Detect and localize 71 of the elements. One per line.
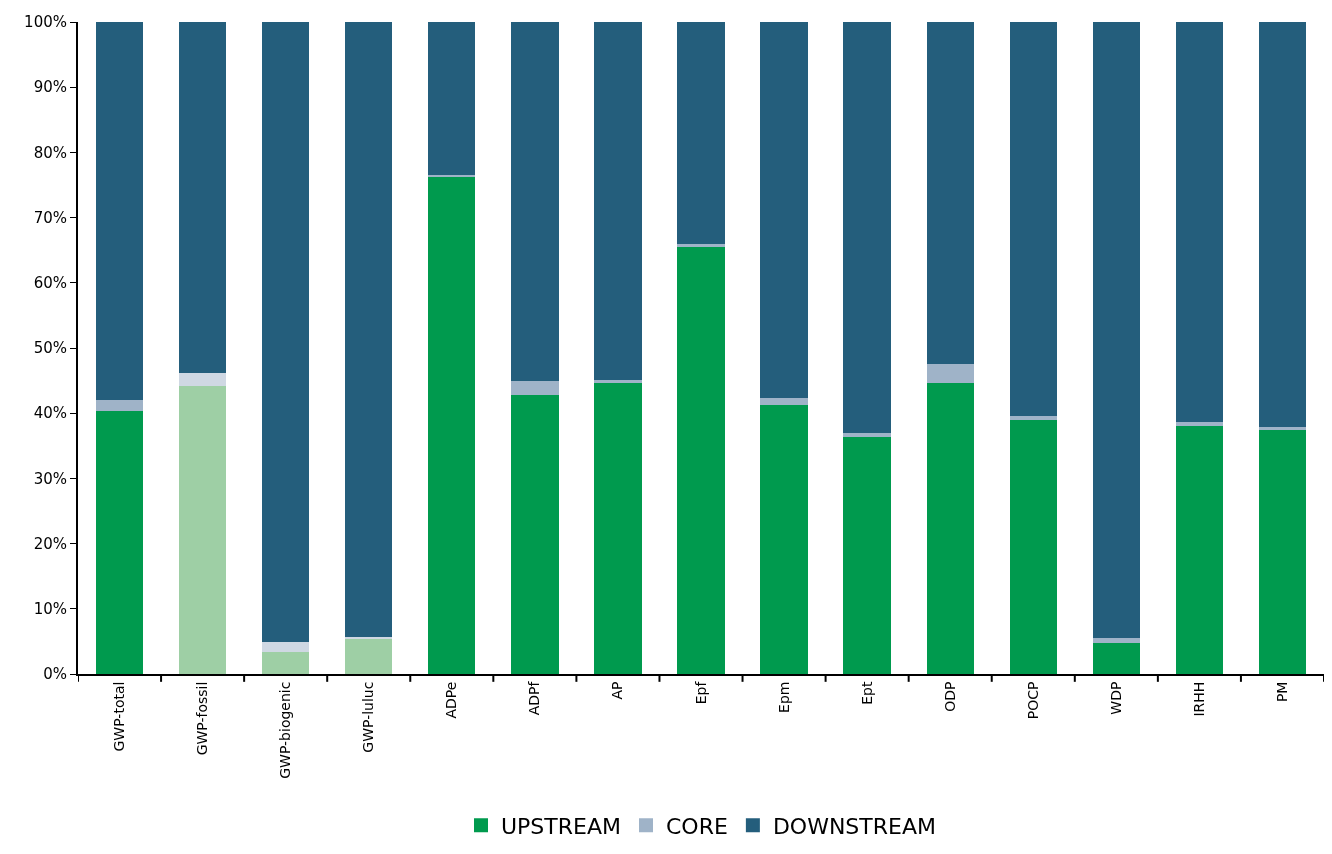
x-tick-label: Ept	[858, 681, 875, 705]
y-tick-label: 70%	[33, 208, 67, 227]
bar	[677, 246, 725, 674]
y-tick-label: 40%	[33, 404, 67, 423]
bar	[843, 22, 891, 434]
x-tick-label: AP	[609, 681, 626, 700]
bar	[594, 22, 642, 380]
x-tick-label: GWP-total	[111, 681, 128, 752]
bar	[178, 373, 227, 386]
x-tick-label: Epm	[775, 681, 792, 713]
x-tick-label: ADPe	[443, 681, 460, 719]
bar	[1258, 429, 1307, 674]
bar	[1092, 643, 1141, 674]
x-tick-label: GWP-biogenic	[277, 681, 294, 779]
x-tick-label: IRHH	[1190, 681, 1207, 717]
bar	[1258, 22, 1307, 427]
bar	[926, 383, 974, 674]
x-tick-label: Epf	[692, 680, 709, 705]
x-tick-label: ODP	[941, 681, 958, 712]
bar	[95, 22, 144, 401]
x-tick-label: POCP	[1024, 681, 1041, 720]
bar	[261, 651, 310, 674]
y-tick-label: 10%	[33, 600, 67, 619]
x-tick-label: ADPf	[526, 680, 543, 716]
bar	[594, 383, 642, 674]
bar	[1092, 22, 1141, 639]
bar	[511, 22, 559, 381]
bar	[677, 244, 725, 247]
bar	[261, 22, 310, 643]
bar	[1175, 426, 1224, 674]
bar	[345, 638, 393, 674]
legend-label: CORE	[666, 813, 728, 839]
bar	[511, 380, 559, 395]
x-tick-label: GWP-luluc	[360, 681, 377, 753]
bar	[1258, 426, 1307, 430]
y-tick-label: 30%	[33, 469, 67, 488]
bar	[511, 394, 559, 674]
bar	[1009, 22, 1057, 416]
bar	[178, 385, 227, 674]
y-tick-label: 90%	[33, 78, 67, 97]
bar	[760, 22, 808, 399]
bar	[760, 398, 808, 405]
bar	[95, 400, 144, 412]
bar	[926, 364, 974, 384]
bar	[760, 404, 808, 674]
bar	[1009, 420, 1057, 674]
legend-label: UPSTREAM	[501, 813, 621, 839]
bar	[428, 176, 476, 674]
x-tick-label: PM	[1274, 681, 1291, 703]
y-tick-label: 100%	[24, 13, 67, 32]
bar	[428, 22, 476, 176]
bar	[1175, 22, 1224, 422]
bar	[843, 433, 891, 438]
bar	[261, 642, 310, 652]
bar	[345, 636, 393, 639]
x-tick-label: WDP	[1107, 681, 1124, 715]
x-tick-label: GWP-fossil	[194, 681, 211, 756]
bar	[594, 379, 642, 384]
bar	[178, 22, 227, 374]
y-tick-label: 20%	[33, 534, 67, 553]
bar	[843, 437, 891, 674]
bar	[95, 411, 144, 674]
bar	[677, 22, 725, 245]
y-tick-label: 60%	[33, 274, 67, 293]
bar	[345, 22, 393, 637]
y-tick-label: 80%	[33, 143, 67, 162]
legend-label: DOWNSTREAM	[772, 813, 936, 839]
bar	[1092, 638, 1141, 644]
y-tick-label: 0%	[43, 665, 67, 684]
bar	[926, 22, 974, 365]
y-tick-label: 50%	[33, 339, 67, 358]
